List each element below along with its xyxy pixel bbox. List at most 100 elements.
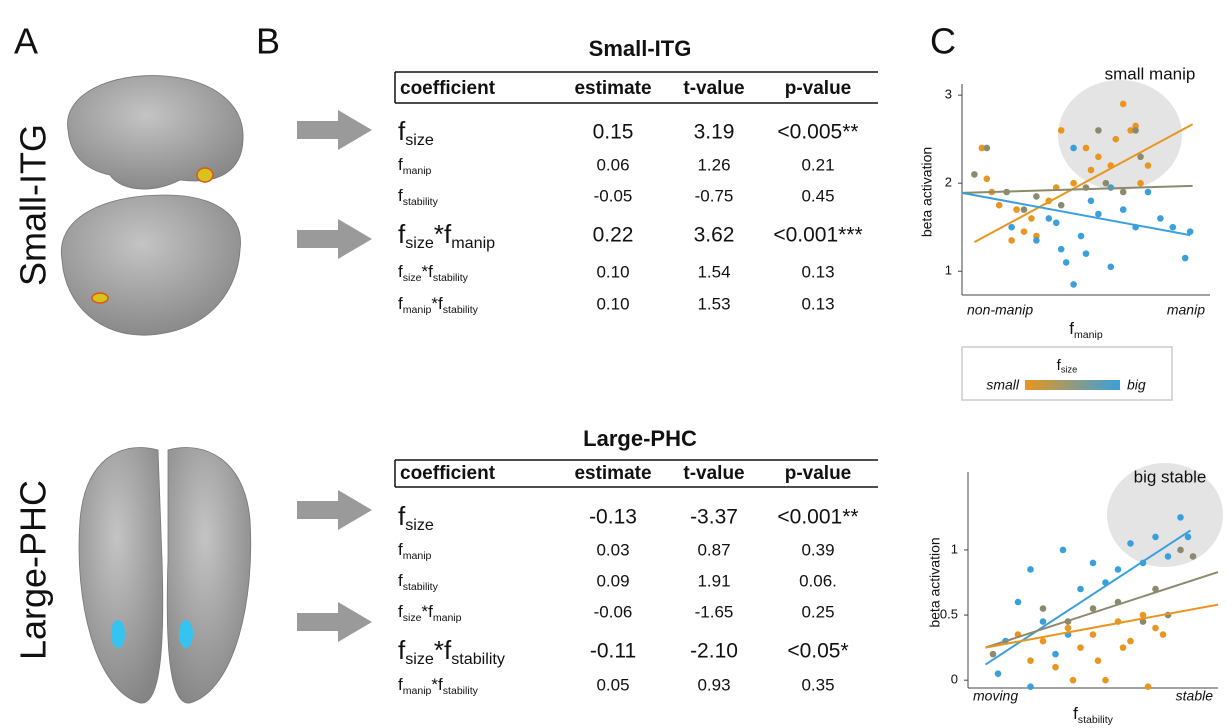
point	[995, 201, 1003, 209]
y-tick-label: 1	[951, 541, 958, 556]
table-cell: <0.05*	[787, 640, 848, 663]
text-main: *f	[421, 262, 433, 281]
text-main: f	[398, 602, 403, 621]
table-cell: -2.10	[690, 640, 738, 663]
text-main: f	[1073, 704, 1078, 723]
text-main: f	[398, 116, 406, 146]
coefficient: fstability	[398, 571, 439, 592]
point	[1020, 206, 1028, 213]
point	[1144, 683, 1152, 690]
table-header: coefficient	[400, 463, 496, 484]
table-cell: 0.06.	[799, 571, 837, 590]
table-header: p-value	[785, 78, 852, 99]
point	[1144, 162, 1152, 169]
region-label: Small-ITG	[13, 124, 54, 286]
point	[1082, 250, 1090, 257]
point	[983, 175, 991, 183]
table-header: t-value	[683, 78, 744, 99]
point	[1057, 201, 1065, 209]
fit-line	[973, 123, 1194, 244]
text-sub: stability	[451, 650, 506, 668]
point	[1087, 197, 1095, 205]
point	[1039, 605, 1047, 612]
arrows	[297, 110, 372, 642]
coefficient: fstability	[398, 186, 439, 207]
y-axis-label: beta activation	[919, 147, 935, 237]
table-cell: 0.06	[596, 155, 629, 174]
text-sub: manip	[1074, 329, 1103, 341]
text-main: f	[398, 186, 403, 205]
point	[1027, 566, 1034, 573]
coefficient: fsize	[398, 501, 434, 534]
point	[1008, 223, 1015, 231]
table-cell: 0.93	[697, 675, 730, 694]
table-cell: <0.001**	[777, 506, 858, 529]
fit-line	[985, 571, 1219, 649]
point	[1033, 193, 1040, 200]
point	[1027, 683, 1034, 690]
annotation: big stable	[1134, 467, 1207, 486]
text-sub: size	[405, 131, 434, 149]
point	[1127, 637, 1134, 645]
point	[1057, 127, 1065, 134]
point	[978, 144, 986, 152]
table-cell: 0.25	[801, 602, 834, 621]
table-cell: 0.15	[593, 121, 634, 144]
point	[1127, 540, 1134, 547]
point	[1057, 245, 1065, 253]
text-main: f	[398, 262, 403, 281]
table-header: t-value	[683, 463, 744, 484]
point	[1033, 237, 1040, 244]
point	[1137, 153, 1144, 161]
table-cell: 3.19	[694, 121, 735, 144]
brain-large-phc	[78, 447, 252, 704]
point	[1169, 223, 1177, 231]
coefficient: fsize	[398, 116, 434, 149]
point	[1177, 546, 1184, 554]
text-main: f	[398, 675, 403, 694]
coefficient: fsize*fstability	[398, 635, 506, 668]
point	[983, 144, 991, 152]
x-end-label: stable	[1176, 688, 1214, 704]
table-cell: -0.06	[594, 602, 633, 621]
point	[1064, 624, 1072, 632]
table-header: coefficient	[400, 78, 496, 99]
legend-title: fsize	[1057, 357, 1078, 375]
coefficient: fmanip	[398, 540, 432, 561]
point	[1070, 179, 1077, 187]
point	[1119, 644, 1127, 651]
table-cell: -0.05	[594, 186, 633, 205]
table-cell: 3.62	[694, 224, 735, 247]
table-cell: 0.22	[593, 224, 634, 247]
legend-label: small	[986, 377, 1020, 393]
text-sub: size	[405, 516, 434, 534]
point	[1052, 219, 1060, 227]
point	[1112, 135, 1120, 143]
point	[1013, 206, 1020, 213]
table-cell: 0.10	[596, 262, 629, 281]
y-tick-label: 3	[945, 87, 952, 102]
point	[1189, 553, 1197, 560]
point	[1095, 210, 1102, 218]
table-header: estimate	[574, 463, 651, 484]
point	[1114, 566, 1122, 573]
region-label: Large-PHC	[13, 480, 54, 660]
text-sub: manip	[403, 165, 432, 177]
point	[1139, 618, 1147, 625]
point	[971, 171, 978, 178]
point	[1177, 514, 1184, 521]
text-main: f	[398, 155, 403, 174]
table-cell: <0.001***	[773, 224, 862, 247]
table-cell: 0.87	[697, 540, 730, 559]
text-sub: manip	[451, 234, 495, 252]
table-cell: 0.09	[596, 571, 629, 590]
x-end-label: manip	[1167, 302, 1205, 318]
point	[1020, 228, 1028, 235]
text-sub: manip	[403, 685, 432, 697]
text-sub: manip	[403, 550, 432, 562]
text-sub: size	[405, 650, 434, 668]
table-cell: -1.65	[695, 602, 734, 621]
point	[989, 650, 997, 658]
point	[1107, 263, 1115, 271]
